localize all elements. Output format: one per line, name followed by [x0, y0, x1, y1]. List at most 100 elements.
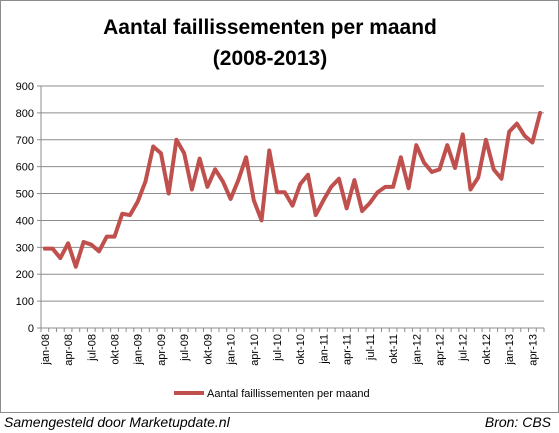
chart: Aantal faillissementen per maand (2008-2… [16, 16, 545, 400]
data-point [136, 200, 140, 204]
data-point [205, 185, 209, 189]
x-tick-label: okt-08 [110, 334, 122, 365]
data-point [259, 218, 264, 223]
data-point [383, 185, 387, 189]
series-line [42, 110, 543, 269]
data-point [128, 213, 132, 217]
data-point [97, 249, 101, 253]
data-point [244, 155, 248, 159]
data-point [151, 144, 155, 149]
data-point [422, 161, 426, 165]
y-tick-label: 700 [16, 135, 34, 147]
y-tick-label: 500 [16, 189, 34, 201]
data-point [298, 182, 302, 186]
data-point [74, 265, 78, 269]
x-tick-label: jul-10 [272, 334, 284, 362]
x-tick-label: okt-11 [388, 334, 400, 364]
data-point [66, 241, 70, 245]
data-point [306, 173, 310, 177]
data-point [182, 151, 186, 155]
data-point [221, 179, 225, 184]
y-tick-label: 800 [16, 108, 34, 120]
data-point [476, 175, 480, 180]
data-point [345, 206, 349, 210]
data-point [198, 157, 202, 161]
x-tick-label: jan-12 [411, 334, 423, 366]
data-point [499, 177, 504, 181]
data-point [445, 143, 449, 147]
x-tick-label: okt-10 [295, 334, 307, 365]
x-tick-label: jan-13 [504, 334, 516, 366]
data-point [89, 243, 93, 247]
data-point [283, 190, 287, 194]
data-point [399, 155, 403, 159]
data-point [236, 178, 240, 182]
data-point [58, 256, 62, 260]
data-point [190, 187, 194, 192]
data-point [523, 134, 527, 138]
data-point [228, 197, 233, 201]
y-tick-label: 0 [28, 323, 34, 335]
data-point [530, 140, 534, 145]
legend-label: Aantal faillissementen per maand [207, 388, 370, 400]
data-point [275, 190, 279, 194]
x-tick-label: jan-09 [133, 334, 145, 366]
x-tick-label: apr-13 [527, 334, 539, 366]
data-point [337, 177, 341, 181]
data-point [376, 190, 380, 194]
y-tick-label: 400 [16, 215, 34, 227]
data-point [120, 212, 124, 216]
x-tick-label: jul-11 [365, 334, 377, 361]
x-tick-label: apr-10 [249, 334, 261, 366]
chart-frame [0, 0, 559, 413]
data-point [143, 179, 148, 184]
data-point [368, 201, 372, 205]
source-text: Bron: CBS [484, 414, 551, 430]
data-point [352, 178, 357, 182]
x-tick-label: apr-09 [156, 334, 168, 366]
y-tick-label: 100 [16, 296, 34, 308]
x-tick-label: jul-08 [86, 334, 98, 362]
data-point [360, 209, 364, 213]
data-point [430, 170, 434, 174]
data-point [213, 167, 217, 171]
data-point [507, 130, 511, 134]
data-point [81, 240, 86, 244]
chart-title-line-1: Aantal faillissementen per maand [103, 16, 437, 39]
data-point [484, 138, 488, 142]
chart-title-line-2: (2008-2013) [213, 47, 327, 70]
data-point [252, 198, 256, 202]
x-tick-label: jan-11 [318, 334, 330, 365]
x-tick-label: okt-12 [481, 334, 493, 365]
x-tick-label: apr-08 [63, 334, 75, 366]
data-point [290, 204, 295, 208]
x-tick-label: jan-08 [40, 334, 52, 366]
data-point [329, 185, 333, 189]
y-tick-label: 900 [16, 81, 34, 93]
y-tick-label: 300 [16, 242, 34, 254]
data-point [437, 167, 442, 171]
data-point [314, 213, 318, 217]
data-point [453, 166, 457, 170]
x-tick-label: okt-09 [202, 334, 214, 365]
x-tick-label: jan-10 [226, 334, 238, 366]
x-tick-label: jul-12 [458, 334, 470, 362]
data-point [43, 247, 47, 251]
footer: Samengesteld door Marketupdate.nl Bron: … [0, 412, 559, 433]
data-point [167, 191, 171, 196]
axes: 0 100 200 300 400 500 600 700 800 900 jan-08 apr-08… [16, 81, 545, 366]
y-tick-label: 200 [16, 269, 34, 281]
data-point [515, 122, 519, 126]
data-point [391, 185, 395, 189]
x-tick-label: apr-12 [435, 334, 447, 366]
data-point [492, 167, 496, 171]
series-layer [42, 110, 543, 269]
gridlines [41, 85, 544, 302]
data-point [267, 148, 271, 153]
legend: Aantal faillissementen per maand [174, 388, 370, 400]
y-tick-label: 600 [16, 162, 34, 174]
data-point [461, 132, 465, 136]
x-tick-label: apr-11 [342, 334, 354, 365]
data-point [321, 198, 326, 202]
data-point [538, 111, 542, 115]
